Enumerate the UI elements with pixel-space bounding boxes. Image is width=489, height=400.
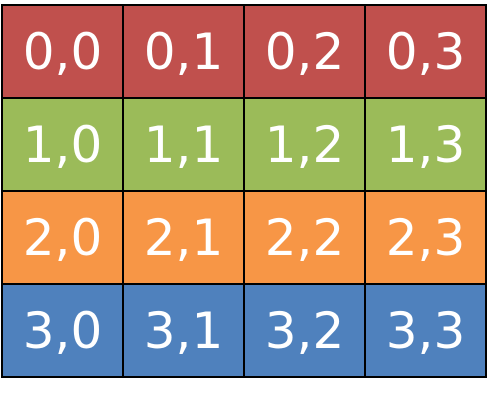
grid-cell-2-1: 2,1 bbox=[124, 192, 243, 283]
grid-cell-1-2: 1,2 bbox=[245, 99, 364, 190]
grid-cell-1-0: 1,0 bbox=[3, 99, 122, 190]
grid-cell-3-1: 3,1 bbox=[124, 285, 243, 376]
grid-cell-0-3: 0,3 bbox=[366, 6, 485, 97]
grid-cell-2-2: 2,2 bbox=[245, 192, 364, 283]
grid-cell-2-3: 2,3 bbox=[366, 192, 485, 283]
grid-cell-0-0: 0,0 bbox=[3, 6, 122, 97]
grid-cell-1-3: 1,3 bbox=[366, 99, 485, 190]
grid-cell-2-0: 2,0 bbox=[3, 192, 122, 283]
grid-cell-3-3: 3,3 bbox=[366, 285, 485, 376]
grid-cell-0-2: 0,2 bbox=[245, 6, 364, 97]
grid-cell-1-1: 1,1 bbox=[124, 99, 243, 190]
coordinate-grid: 0,0 0,1 0,2 0,3 1,0 1,1 1,2 1,3 2,0 2,1 … bbox=[1, 4, 487, 378]
grid-cell-0-1: 0,1 bbox=[124, 6, 243, 97]
grid-cell-3-2: 3,2 bbox=[245, 285, 364, 376]
grid-cell-3-0: 3,0 bbox=[3, 285, 122, 376]
